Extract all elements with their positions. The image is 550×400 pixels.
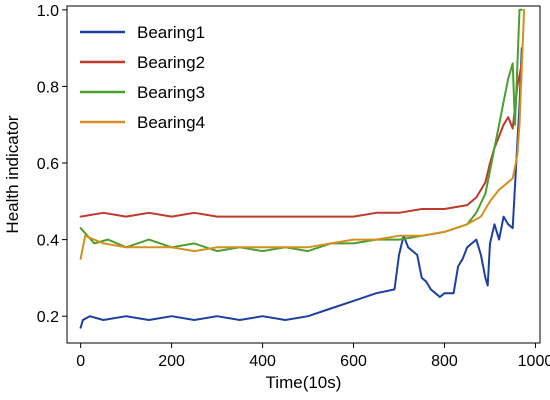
x-axis-label: Time(10s)	[266, 373, 342, 392]
x-axis: 0 200 400 600 800 1000	[76, 343, 550, 370]
series-line-bearing4	[79, 8, 526, 260]
series-line-bearing1	[79, 47, 523, 329]
x-tick-label: 200	[158, 353, 185, 370]
y-tick-label: 0.4	[37, 233, 59, 250]
legend-label-bearing3: Bearing3	[137, 83, 205, 102]
x-tick-label: 0	[76, 353, 85, 370]
legend-label-bearing1: Bearing1	[137, 23, 205, 42]
plot-frame	[66, 5, 541, 344]
y-tick-label: 0.2	[37, 309, 59, 326]
y-axis-label: Health indicator	[3, 115, 22, 233]
legend: Bearing1 Bearing2 Bearing3 Bearing4	[80, 23, 205, 132]
x-tick-label: 800	[431, 353, 458, 370]
series-layer	[79, 8, 526, 329]
legend-label-bearing2: Bearing2	[137, 53, 205, 72]
x-tick-label: 400	[249, 353, 276, 370]
x-tick-label: 600	[340, 353, 367, 370]
y-tick-label: 0.8	[37, 79, 59, 96]
y-axis: 0.2 0.4 0.6 0.8 1.0	[37, 3, 67, 326]
series-line-bearing2	[79, 62, 523, 218]
legend-label-bearing4: Bearing4	[137, 113, 205, 132]
y-tick-label: 0.6	[37, 156, 59, 173]
y-tick-label: 1.0	[37, 3, 59, 20]
x-tick-label: 1000	[518, 353, 550, 370]
